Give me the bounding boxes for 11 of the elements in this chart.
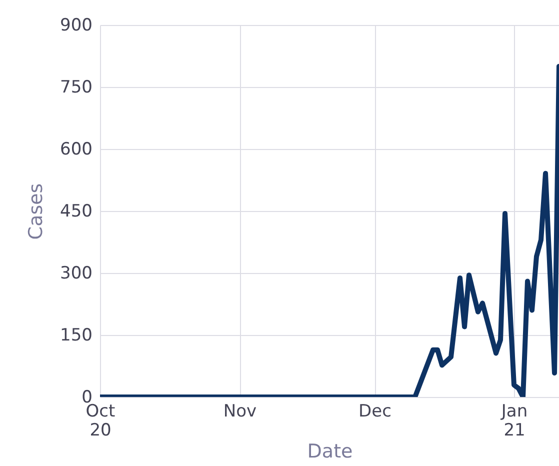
x-tick-label: Dec: [358, 402, 392, 422]
y-tick-label: 450: [60, 202, 92, 222]
y-tick-label: 150: [60, 326, 92, 346]
x-tick-label: Nov: [223, 402, 257, 422]
x-tick-label: Jan 21: [500, 402, 528, 440]
y-axis-title: Cases: [25, 183, 48, 240]
y-tick-label: 900: [60, 16, 92, 36]
y-tick-label: 600: [60, 140, 92, 160]
y-tick-label: 750: [60, 78, 92, 98]
y-tick-label: 300: [60, 264, 92, 284]
x-axis-title: Date: [307, 440, 353, 462]
